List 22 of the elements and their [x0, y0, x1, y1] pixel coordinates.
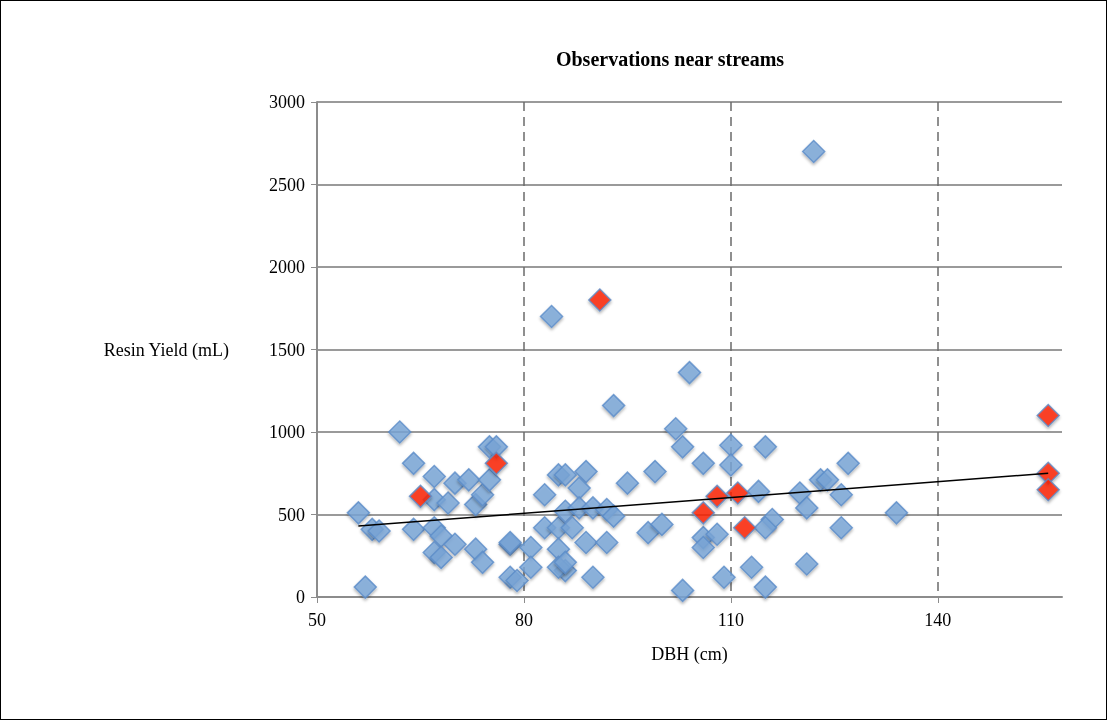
point	[588, 288, 612, 312]
x-tick-label: 80	[514, 610, 533, 630]
y-tick-label: 0	[296, 587, 305, 607]
y-tick-label: 2000	[269, 257, 305, 277]
y-tick-label: 2500	[269, 174, 305, 195]
y-tick-label: 3000	[269, 92, 305, 112]
chart-title: Observations near streams	[555, 48, 785, 70]
y-tick-label: 1500	[269, 339, 305, 360]
point	[732, 515, 757, 540]
x-tick-label: 50	[308, 610, 326, 630]
point	[691, 501, 716, 525]
point	[484, 451, 509, 476]
y-tick-label: 1000	[269, 422, 305, 442]
x-axis-title: DBH (cm)	[651, 644, 728, 665]
point	[1036, 403, 1060, 428]
y-axis-title: Resin Yield (mL)	[103, 339, 229, 361]
x-tick-label: 140	[924, 610, 952, 630]
point	[1036, 478, 1060, 502]
point	[408, 484, 433, 509]
x-tick-label: 110	[717, 610, 745, 630]
point	[726, 481, 750, 505]
y-tick-label: 500	[278, 504, 305, 525]
